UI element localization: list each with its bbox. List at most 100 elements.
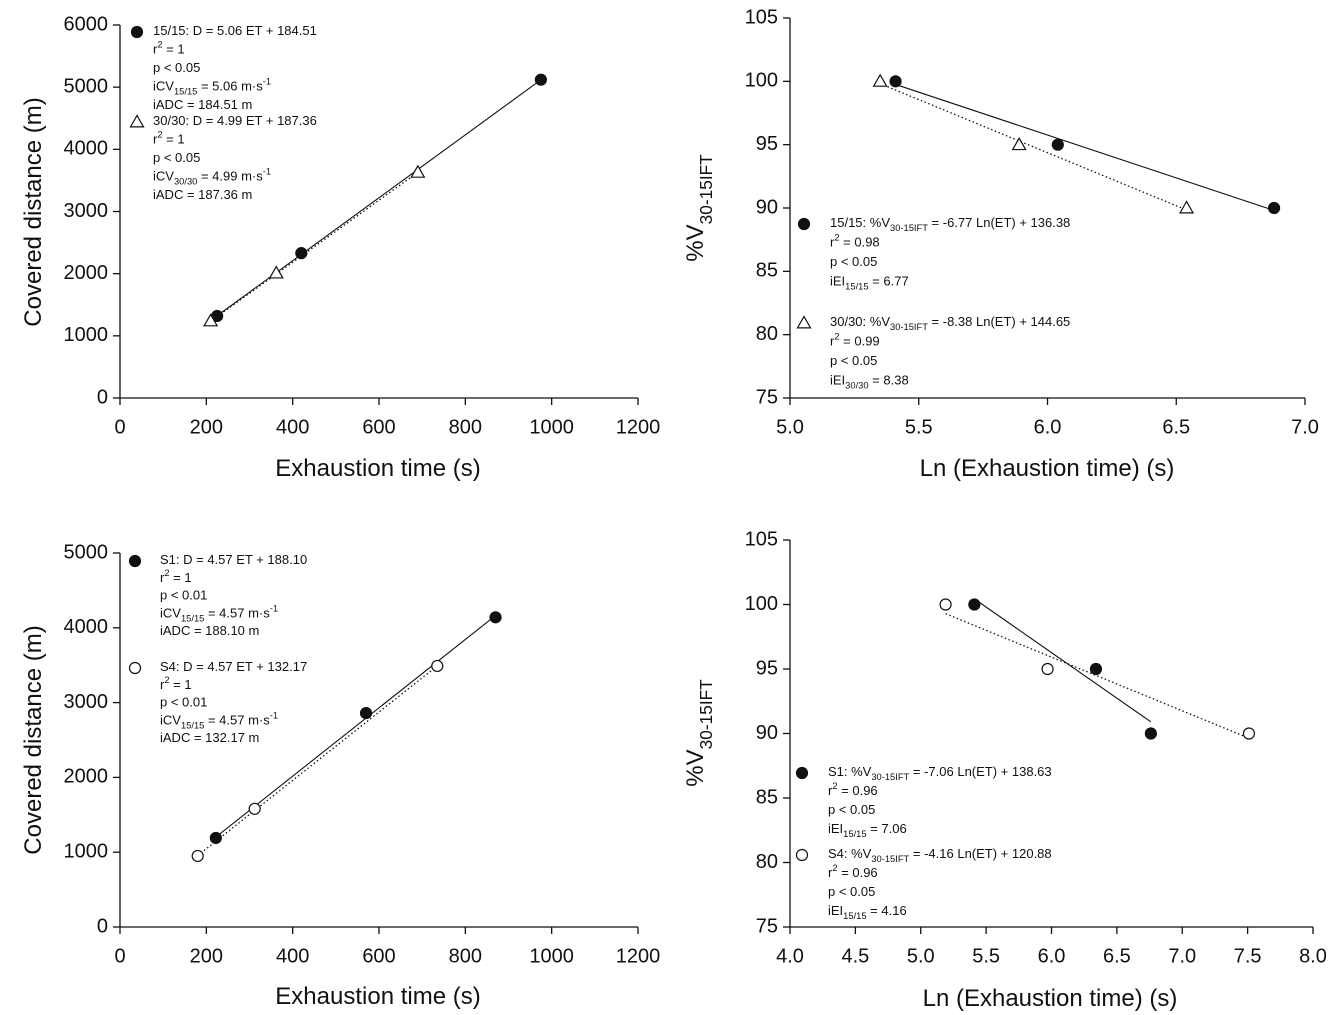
y-tick-label: 75: [756, 915, 778, 937]
annotation-line: p < 0.05: [830, 254, 877, 269]
text-part: iCV: [160, 606, 181, 621]
annotation-line: iEI15/15 = 7.06: [828, 821, 907, 839]
data-point: [361, 708, 372, 719]
text-part: = 1: [163, 132, 185, 147]
data-point: [969, 599, 980, 610]
x-tick-label: 5.5: [972, 945, 1000, 967]
text-part: = 7.06: [867, 821, 907, 836]
x-tick-label: 200: [190, 416, 223, 438]
annotation-line: p < 0.05: [153, 150, 200, 165]
data-point: [535, 74, 546, 85]
x-tick-label: 6.0: [1034, 416, 1062, 438]
figure: 0200400600800100012000100020003000400050…: [0, 0, 1333, 1015]
text-part: p < 0.05: [828, 884, 875, 899]
x-tick-label: 600: [362, 945, 395, 967]
data-point: [192, 850, 203, 861]
x-tick-label: 1000: [529, 945, 574, 967]
x-axis-title: Ln (Exhaustion time) (s): [923, 985, 1178, 1012]
x-tick-label: 6.5: [1162, 416, 1190, 438]
x-tick-label: 400: [276, 416, 309, 438]
text-part: 30/30: %V: [830, 314, 890, 329]
y-tick-label: 80: [756, 851, 778, 873]
x-tick-label: 4.0: [776, 945, 804, 967]
annotation-line: iCV15/15 = 5.06 m·s-1: [153, 77, 271, 97]
x-tick-label: 8.0: [1299, 945, 1327, 967]
annotation-line: iEI15/15 = 6.77: [830, 274, 909, 292]
text-part: Exhaustion time (s): [275, 983, 480, 1010]
y-tick-label: 1000: [64, 324, 109, 346]
text-part: = -4.16 Ln(ET) + 120.88: [909, 846, 1051, 861]
x-tick-label: 5.0: [776, 416, 804, 438]
text-part: Ln (Exhaustion time) (s): [923, 985, 1178, 1012]
text-part: = 0.96: [838, 865, 878, 880]
y-tick-label: 75: [756, 386, 778, 408]
x-axis-title: Exhaustion time (s): [275, 983, 480, 1010]
data-point: [1269, 203, 1280, 214]
data-point: [1042, 664, 1053, 675]
subscript: 30-15IFT: [890, 223, 928, 233]
text-part: p < 0.05: [830, 254, 877, 269]
data-point: [1013, 138, 1026, 149]
text-part: p < 0.05: [153, 150, 200, 165]
x-tick-label: 800: [449, 416, 482, 438]
text-part: = 1: [163, 42, 185, 57]
text-part: p < 0.01: [160, 695, 207, 710]
y-axis-title: %V30-15IFT: [682, 679, 715, 787]
y-tick-label: 95: [756, 657, 778, 679]
subscript: 30-15IFT: [890, 322, 928, 332]
annotation-line: r2 = 0.98: [830, 233, 880, 250]
y-tick-label: 85: [756, 786, 778, 808]
fit-line: [880, 84, 1186, 210]
data-point: [432, 660, 443, 671]
annotation-line: r2 = 1: [153, 40, 185, 57]
text-part: iEI: [830, 373, 845, 388]
x-tick-label: 400: [276, 945, 309, 967]
annotation-line: r2 = 0.96: [828, 863, 878, 880]
text-part: 30/30: D = 4.99 ET + 187.36: [153, 113, 317, 128]
text-part: iEI: [828, 821, 843, 836]
y-tick-label: 100: [745, 593, 778, 615]
x-tick-label: 5.5: [905, 416, 933, 438]
x-tick-label: 6.0: [1038, 945, 1066, 967]
y-tick-label: 90: [756, 722, 778, 744]
x-tick-label: 0: [114, 416, 125, 438]
data-point: [270, 267, 283, 278]
subscript: 15/15: [845, 282, 868, 292]
data-point: [1090, 664, 1101, 675]
data-point: [890, 76, 901, 87]
text-part: iEI: [830, 274, 845, 289]
y-tick-label: 85: [756, 260, 778, 282]
annotation-line: r2 = 1: [153, 130, 185, 147]
subscript: 30/30: [845, 381, 868, 391]
x-tick-label: 1200: [616, 416, 661, 438]
text-part: = 0.96: [838, 783, 878, 798]
annotation-line: p < 0.05: [830, 353, 877, 368]
subscript: 30-15IFT: [696, 679, 716, 750]
y-axis-title: Covered distance (m): [20, 97, 47, 326]
superscript: -1: [263, 167, 271, 177]
text-part: = 0.98: [840, 235, 880, 250]
text-part: S4: D = 4.57 ET + 132.17: [160, 659, 307, 674]
data-point: [1145, 728, 1156, 739]
annotation-line: p < 0.01: [160, 588, 207, 603]
text-part: iADC = 132.17 m: [160, 731, 259, 746]
superscript: -1: [270, 711, 278, 721]
legend-marker: [799, 219, 810, 230]
text-part: = 1: [170, 570, 192, 585]
y-tick-label: 1000: [64, 840, 109, 862]
y-tick-label: 4000: [64, 616, 109, 638]
annotation-line: p < 0.05: [153, 60, 200, 75]
annotation-line: iCV30/30 = 4.99 m·s-1: [153, 167, 271, 187]
superscript: -1: [263, 77, 271, 87]
subscript: 15/15: [174, 87, 197, 97]
y-tick-label: 0: [97, 386, 108, 408]
superscript: -1: [270, 604, 278, 614]
legend-marker: [132, 27, 143, 38]
annotation-line: 30/30: %V30-15IFT = -8.38 Ln(ET) + 144.6…: [830, 314, 1070, 332]
y-tick-label: 0: [97, 915, 108, 937]
y-tick-label: 4000: [64, 138, 109, 160]
text-part: iCV: [153, 79, 174, 94]
y-axis-title: %V30-15IFT: [682, 154, 715, 262]
subscript: 15/15: [843, 911, 866, 921]
legend-marker: [131, 116, 144, 127]
